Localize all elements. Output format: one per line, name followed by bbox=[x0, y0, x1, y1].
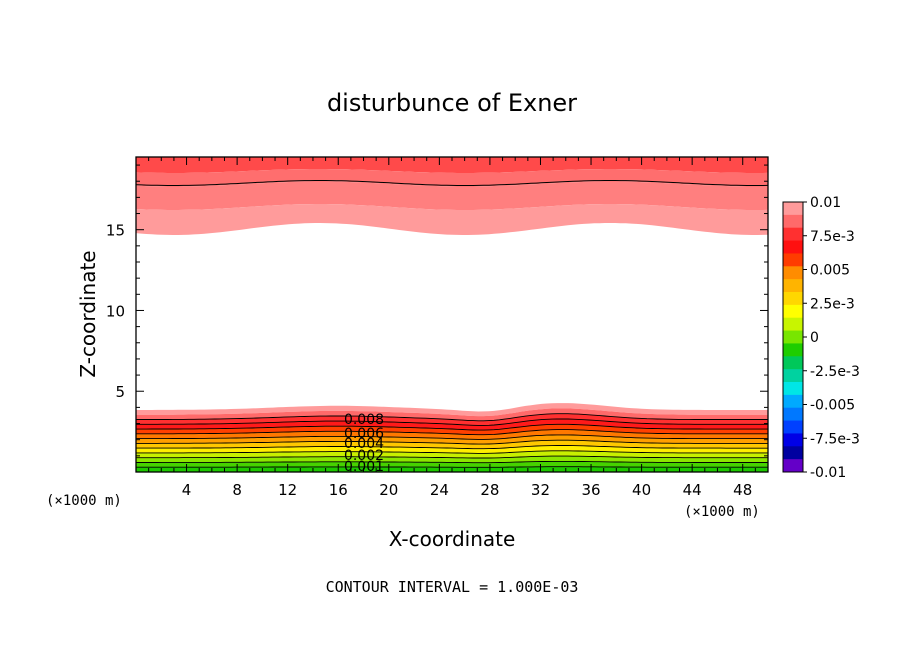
colorbar-label: -0.005 bbox=[810, 398, 855, 414]
x-axis-label: X-coordinate bbox=[389, 527, 516, 551]
bottom-contour-line-10 bbox=[136, 455, 768, 459]
bottom-contour-line-12 bbox=[136, 466, 768, 468]
chart-title: disturbunce of Exner bbox=[327, 89, 577, 117]
contour-interval-note: CONTOUR INTERVAL = 1.000E-03 bbox=[326, 578, 579, 596]
x-tick-label: 20 bbox=[379, 481, 398, 499]
contour-label: 0.008 bbox=[344, 412, 384, 428]
y-tick-label: 5 bbox=[115, 383, 125, 401]
bottom-contour-line-2 bbox=[136, 413, 768, 422]
colorbar-labels: 0.01 7.5e-3 0.005 2.5e-3 0 -2.5e-3 -0.005 -7.5e… bbox=[803, 195, 860, 481]
colorbar-swatch bbox=[783, 214, 803, 229]
colorbar-label: 0.005 bbox=[810, 263, 850, 279]
bottom-contour-line-4 bbox=[136, 423, 768, 431]
colorbar-swatch bbox=[783, 407, 803, 422]
x-tick-label: 40 bbox=[632, 481, 651, 499]
colorbar-swatch bbox=[783, 304, 803, 319]
x-tick-label: 8 bbox=[232, 481, 242, 499]
x-tick-label: 48 bbox=[733, 481, 752, 499]
x-unit-right: (×1000 m) bbox=[684, 504, 760, 520]
colorbar-swatch bbox=[783, 202, 803, 216]
top-band-1 bbox=[136, 169, 768, 187]
colorbar-swatch bbox=[783, 394, 803, 409]
colorbar-swatch bbox=[783, 227, 803, 242]
top-contour-line bbox=[135, 180, 769, 186]
y-axis-label: Z-coordinate bbox=[76, 250, 100, 377]
y-tick-label: 15 bbox=[106, 222, 125, 240]
colorbar-label: 0 bbox=[810, 330, 819, 346]
colorbar bbox=[782, 201, 804, 473]
bottom-contour-line-3 bbox=[136, 418, 768, 426]
colorbar-label: -2.5e-3 bbox=[810, 364, 860, 380]
contour-label: 0.001 bbox=[344, 459, 384, 475]
bottom-contour-line-7 bbox=[136, 439, 768, 445]
colorbar-swatch bbox=[783, 382, 803, 396]
x-tick-label: 4 bbox=[182, 481, 192, 499]
colorbar-swatch bbox=[783, 356, 803, 370]
colorbar-swatch bbox=[783, 279, 803, 293]
colorbar-label: 2.5e-3 bbox=[810, 296, 855, 312]
bottom-band-0 bbox=[136, 403, 768, 417]
bottom-band-9 bbox=[136, 450, 768, 458]
colorbar-swatch bbox=[783, 343, 803, 357]
colorbar-swatch bbox=[783, 266, 803, 280]
colorbar-label: 0.01 bbox=[810, 195, 841, 211]
bottom-contour-line-9 bbox=[136, 450, 768, 454]
bottom-band-11 bbox=[136, 461, 768, 468]
colorbar-swatch bbox=[783, 240, 803, 254]
bottom-band-1 bbox=[136, 408, 768, 421]
colorbar-swatch bbox=[783, 330, 803, 344]
x-tick-label: 24 bbox=[430, 481, 449, 499]
bottom-contour-line-6 bbox=[136, 434, 768, 440]
x-unit-left: (×1000 m) bbox=[46, 493, 122, 509]
bottom-contour-line-5 bbox=[136, 429, 768, 436]
colorbar-swatch bbox=[783, 292, 803, 306]
top-band-2 bbox=[136, 181, 768, 210]
colorbar-swatch bbox=[783, 369, 803, 383]
colorbar-swatch bbox=[783, 459, 803, 473]
bottom-contour-line-11 bbox=[136, 460, 768, 464]
colorbar-swatch bbox=[783, 253, 803, 267]
colorbar-label: -7.5e-3 bbox=[810, 431, 860, 447]
contour-label: 0.006 bbox=[344, 426, 384, 442]
bottom-band-10 bbox=[136, 456, 768, 463]
x-tick-label: 28 bbox=[480, 481, 499, 499]
contour-lines bbox=[135, 180, 769, 468]
colorbar-swatch bbox=[783, 433, 803, 447]
contour-label: 0.002 bbox=[344, 448, 384, 464]
colorbar-swatch bbox=[783, 446, 803, 460]
contour-fill bbox=[136, 157, 768, 472]
x-tick-label: 36 bbox=[581, 481, 600, 499]
colorbar-swatch bbox=[783, 317, 803, 332]
y-tick-label: 10 bbox=[106, 302, 125, 320]
colorbar-swatch bbox=[783, 420, 803, 434]
x-tick-label: 44 bbox=[683, 481, 702, 499]
colorbar-label: 7.5e-3 bbox=[810, 229, 855, 245]
x-tick-label: 12 bbox=[278, 481, 297, 499]
x-tick-label: 32 bbox=[531, 481, 550, 499]
colorbar-label: -0.01 bbox=[810, 465, 846, 481]
top-band-3 bbox=[136, 204, 768, 235]
contour-label: 0.004 bbox=[344, 436, 384, 452]
x-tick-label: 16 bbox=[329, 481, 348, 499]
bottom-contour-line-8 bbox=[136, 445, 768, 450]
